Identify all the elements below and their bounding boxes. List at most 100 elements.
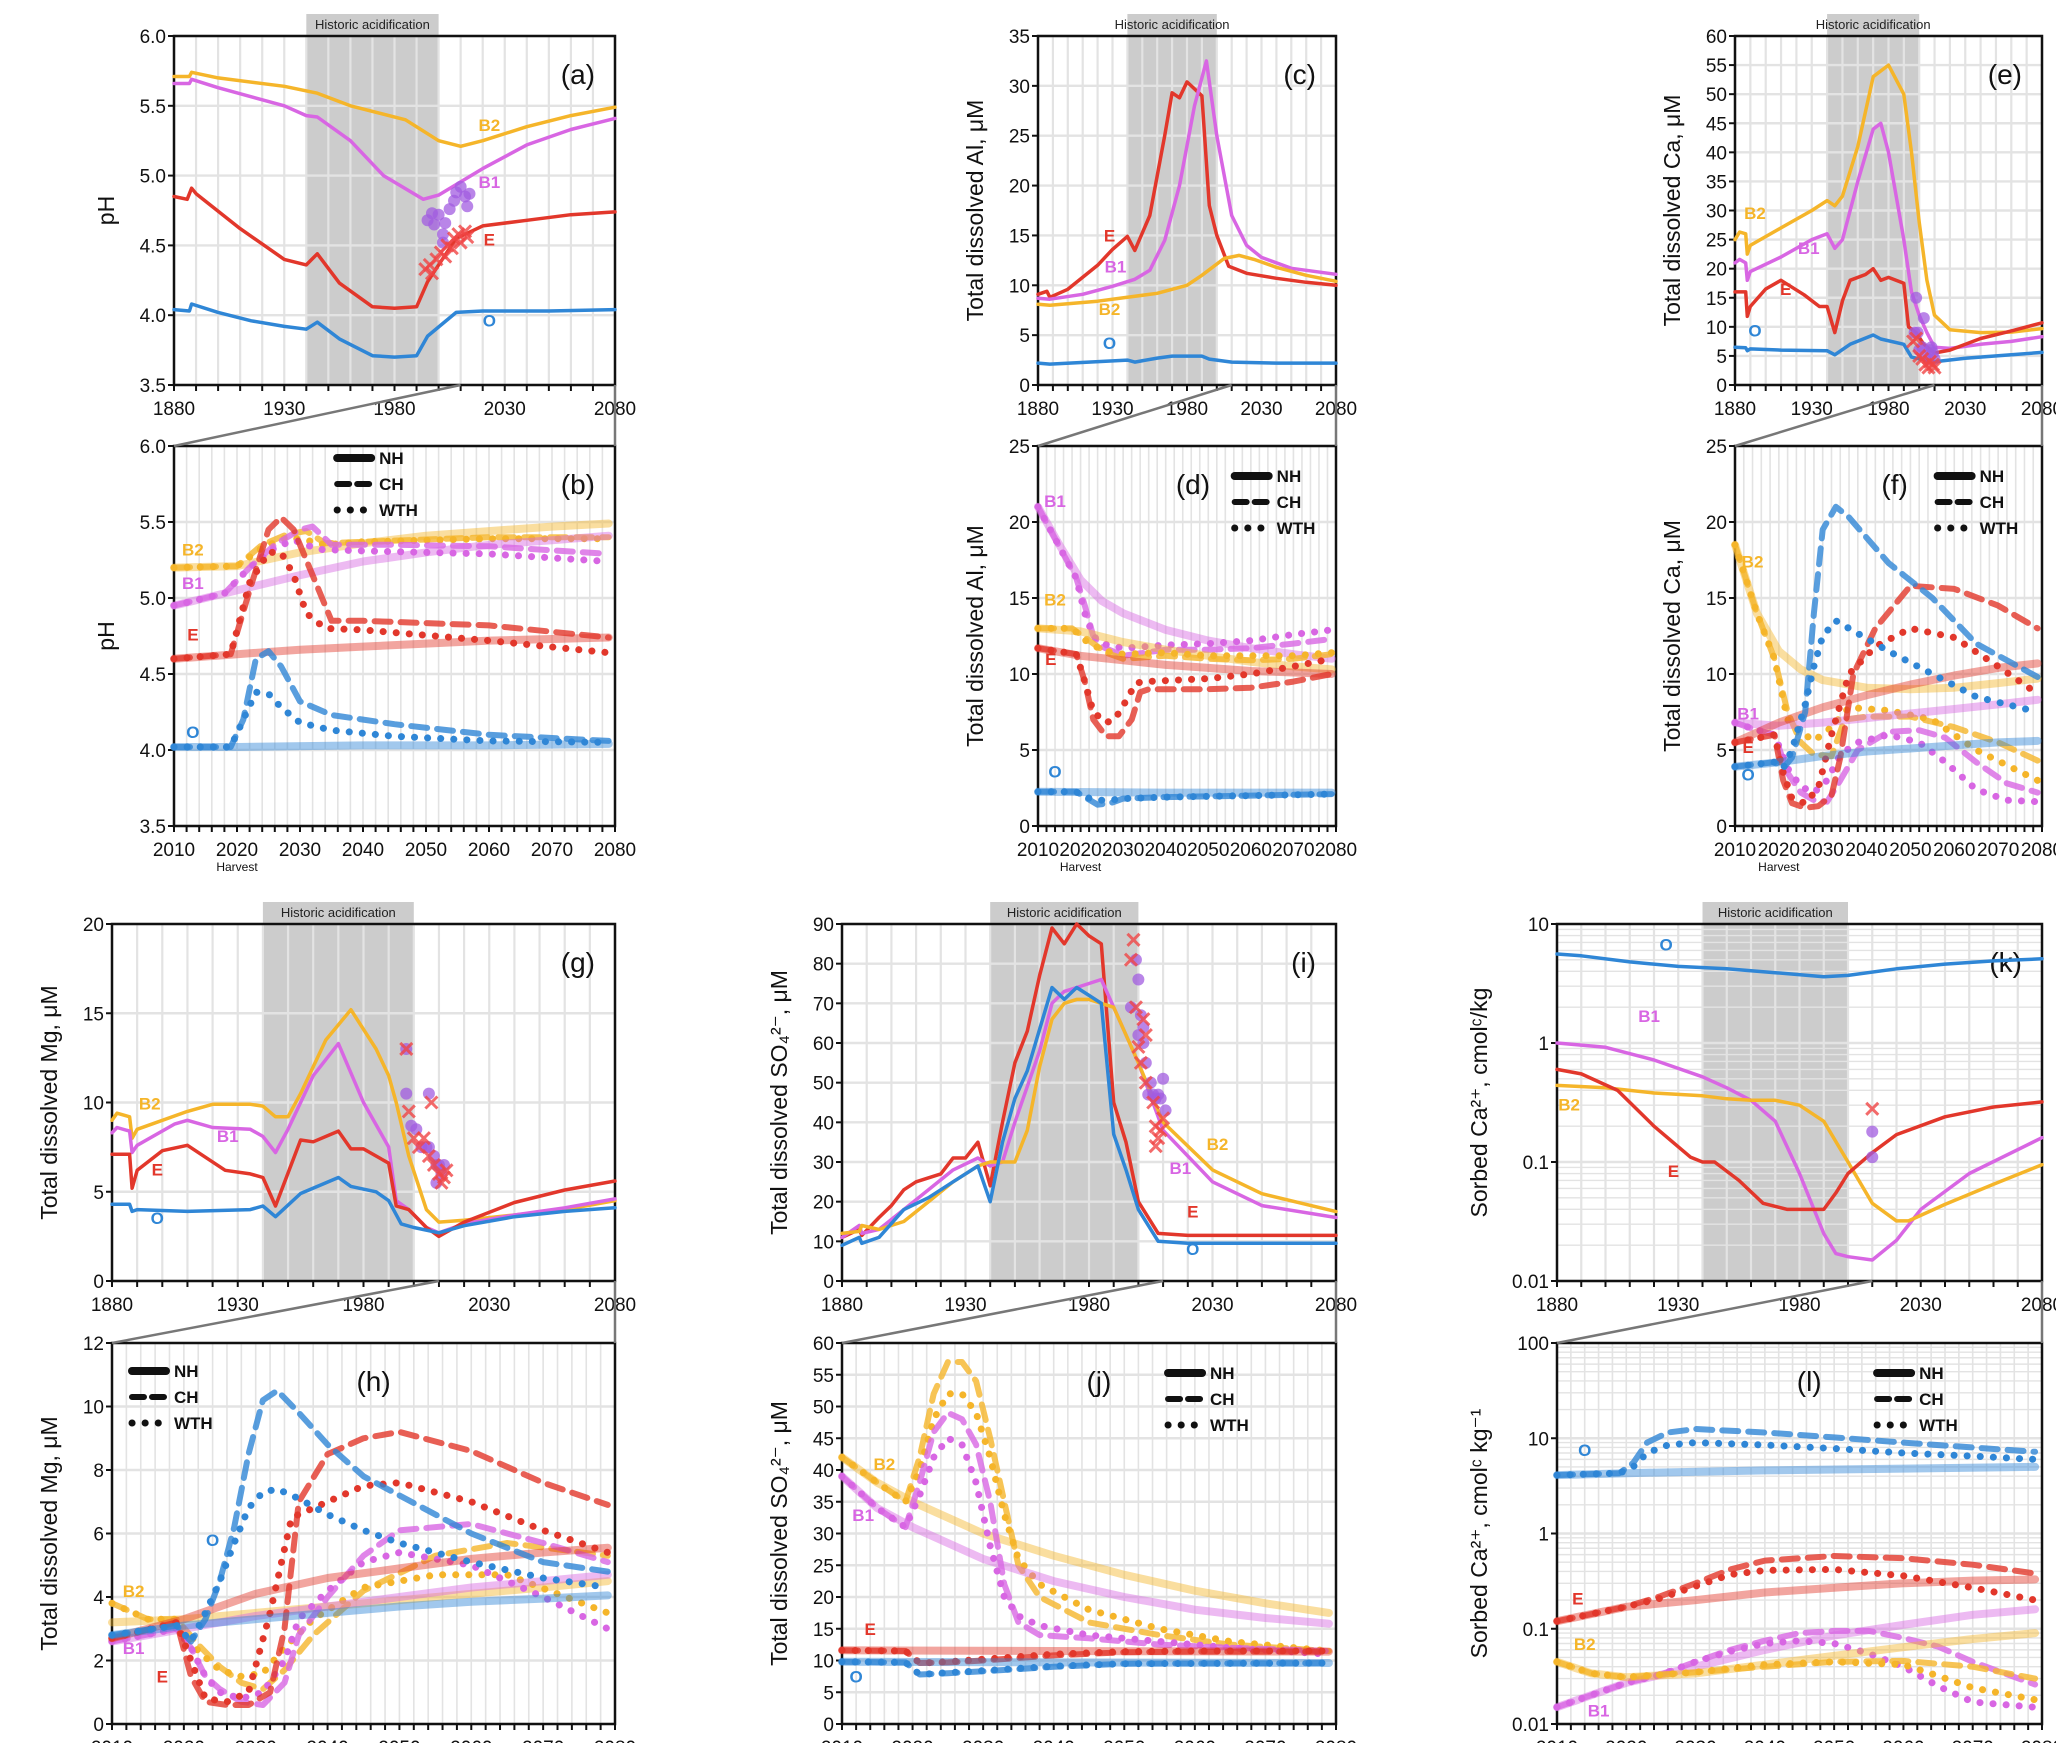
x-tick-label: 2030 xyxy=(279,840,321,861)
y-tick-label: 55 xyxy=(813,1366,834,1387)
obs-dot xyxy=(1132,973,1145,986)
y-tick-label: 45 xyxy=(813,1429,834,1450)
series-B2-WTH xyxy=(838,1390,1333,1655)
y-tick-label: 10 xyxy=(83,1094,104,1115)
y-tick-label: 15 xyxy=(1706,589,1727,610)
y-tick-label: 30 xyxy=(813,1153,834,1174)
y-tick-label: 0.01 xyxy=(1512,1272,1549,1293)
y-tick-label: 8 xyxy=(93,1461,104,1482)
legend-label-CH: CH xyxy=(1980,493,2005,512)
series-B1-CH xyxy=(1035,503,1335,659)
series-label-O: O xyxy=(849,1668,862,1687)
harvest-label: Harvest xyxy=(1758,860,1800,874)
series-label-E: E xyxy=(1104,226,1115,245)
obs-cross xyxy=(1133,1055,1148,1070)
series-label-E: E xyxy=(187,626,198,645)
y-tick-label: 6.0 xyxy=(140,437,166,458)
x-tick-label: 2050 xyxy=(405,840,447,861)
panel-k: Historic acidification 0.01 0.1 1 10 1880 1930… xyxy=(1466,902,2056,1316)
x-tick-label: 2040 xyxy=(1845,840,1887,861)
x-tick-label: 1880 xyxy=(153,399,195,420)
y-axis-label: Total dissolved Mg, μM xyxy=(36,985,62,1219)
series-O-WTH xyxy=(1553,1439,2039,1479)
series-label-B1: B1 xyxy=(217,1127,239,1146)
y-tick-label: 4.5 xyxy=(140,236,166,257)
y-tick-label: 10 xyxy=(1528,1429,1549,1450)
series-label-E: E xyxy=(484,230,495,249)
series-B1-CH xyxy=(171,523,612,609)
zoom-connector xyxy=(1734,383,1935,448)
series-label-O: O xyxy=(206,1531,219,1550)
series-label-O: O xyxy=(1578,1441,1591,1460)
y-tick-label: 60 xyxy=(813,1034,834,1055)
obs-dot xyxy=(1142,1088,1155,1101)
x-tick-label: 2060 xyxy=(1933,840,1975,861)
obs-dot xyxy=(1910,291,1923,304)
x-tick-label: 2050 xyxy=(1889,840,1931,861)
y-tick-label: 20 xyxy=(1009,177,1030,198)
y-tick-label: 55 xyxy=(1706,56,1727,77)
x-tick-label: 1980 xyxy=(1778,1295,1820,1316)
series-B1 xyxy=(1555,1041,2044,1262)
zoom-connector xyxy=(1037,383,1233,448)
series-B1-WTH xyxy=(1553,1637,2039,1711)
series-label-O: O xyxy=(1660,935,1673,954)
obs-cross xyxy=(439,1163,454,1178)
y-tick-label: 5.0 xyxy=(140,589,166,610)
series-E xyxy=(1036,80,1338,300)
series-B2-CH xyxy=(839,1359,1332,1654)
panel-e: Historic acidification 0 5 10 15 20 25 30 35 40 45… xyxy=(1659,14,2056,420)
series-B2-WTH xyxy=(170,533,613,572)
y-tick-label: 4.0 xyxy=(140,306,166,327)
historic-label: Historic acidification xyxy=(281,905,396,920)
obs-cross xyxy=(1153,1123,1168,1138)
series-E xyxy=(840,922,1338,1240)
x-tick-label: 2050 xyxy=(1813,1738,1855,1743)
obs-dot xyxy=(461,200,474,213)
x-tick-label: 2080 xyxy=(1315,1738,1357,1743)
x-tick-label: 1930 xyxy=(263,399,305,420)
y-tick-label: 0.1 xyxy=(1523,1620,1549,1641)
x-tick-label: 1980 xyxy=(342,1295,384,1316)
x-tick-label: 2060 xyxy=(1174,1738,1216,1743)
panel-l: 0.01 0.1 1 10 100 2010 2020 2030 2040 2050 2060 207… xyxy=(1466,1334,2056,1743)
series-label-O: O xyxy=(483,311,496,330)
series-label-O: O xyxy=(1742,765,1755,784)
panel-a: Historic acidification 3.5 4.0 4.5 5.0 5.5 6.0… xyxy=(93,14,636,420)
zoom-connector xyxy=(173,383,461,448)
historic-label: Historic acidification xyxy=(1718,905,1833,920)
series-B1-NH xyxy=(170,531,613,610)
y-tick-label: 5 xyxy=(1019,326,1030,347)
x-tick-label: 2070 xyxy=(1977,840,2019,861)
x-tick-label: 2080 xyxy=(1315,840,1357,861)
x-tick-label: 2030 xyxy=(1944,399,1986,420)
series-label-B2: B2 xyxy=(478,116,500,135)
series-label-E: E xyxy=(157,1668,168,1687)
x-tick-label: 2030 xyxy=(484,399,526,420)
x-tick-label: 2010 xyxy=(91,1738,133,1743)
series-label-E: E xyxy=(1742,738,1753,757)
y-tick-label: 6 xyxy=(93,1525,104,1546)
obs-cross xyxy=(460,229,475,245)
panel-label: (g) xyxy=(561,947,595,978)
series-label-B2: B2 xyxy=(1207,1135,1229,1154)
obs-cross xyxy=(1148,1139,1163,1154)
legend: NH CH WTH xyxy=(1933,467,2018,538)
x-tick-label: 2010 xyxy=(1536,1738,1578,1743)
series-label-E: E xyxy=(865,1620,876,1639)
y-tick-label: 0 xyxy=(1019,376,1030,397)
obs-cross xyxy=(1146,1095,1161,1110)
y-tick-label: 20 xyxy=(1706,260,1727,281)
panel-label: (d) xyxy=(1176,469,1210,500)
y-tick-label: 40 xyxy=(813,1461,834,1482)
series-O-NH xyxy=(1553,1462,2040,1480)
axes-frame xyxy=(1733,444,2044,828)
y-tick-label: 5.5 xyxy=(140,97,166,118)
obs-cross xyxy=(1138,1075,1153,1090)
y-tick-label: 1 xyxy=(1538,1034,1549,1055)
series-E-WTH xyxy=(1034,644,1336,727)
y-tick-label: 20 xyxy=(813,1193,834,1214)
series-O xyxy=(840,985,1338,1248)
axes-frame xyxy=(1036,444,1338,828)
x-tick-label: 2060 xyxy=(1230,840,1272,861)
